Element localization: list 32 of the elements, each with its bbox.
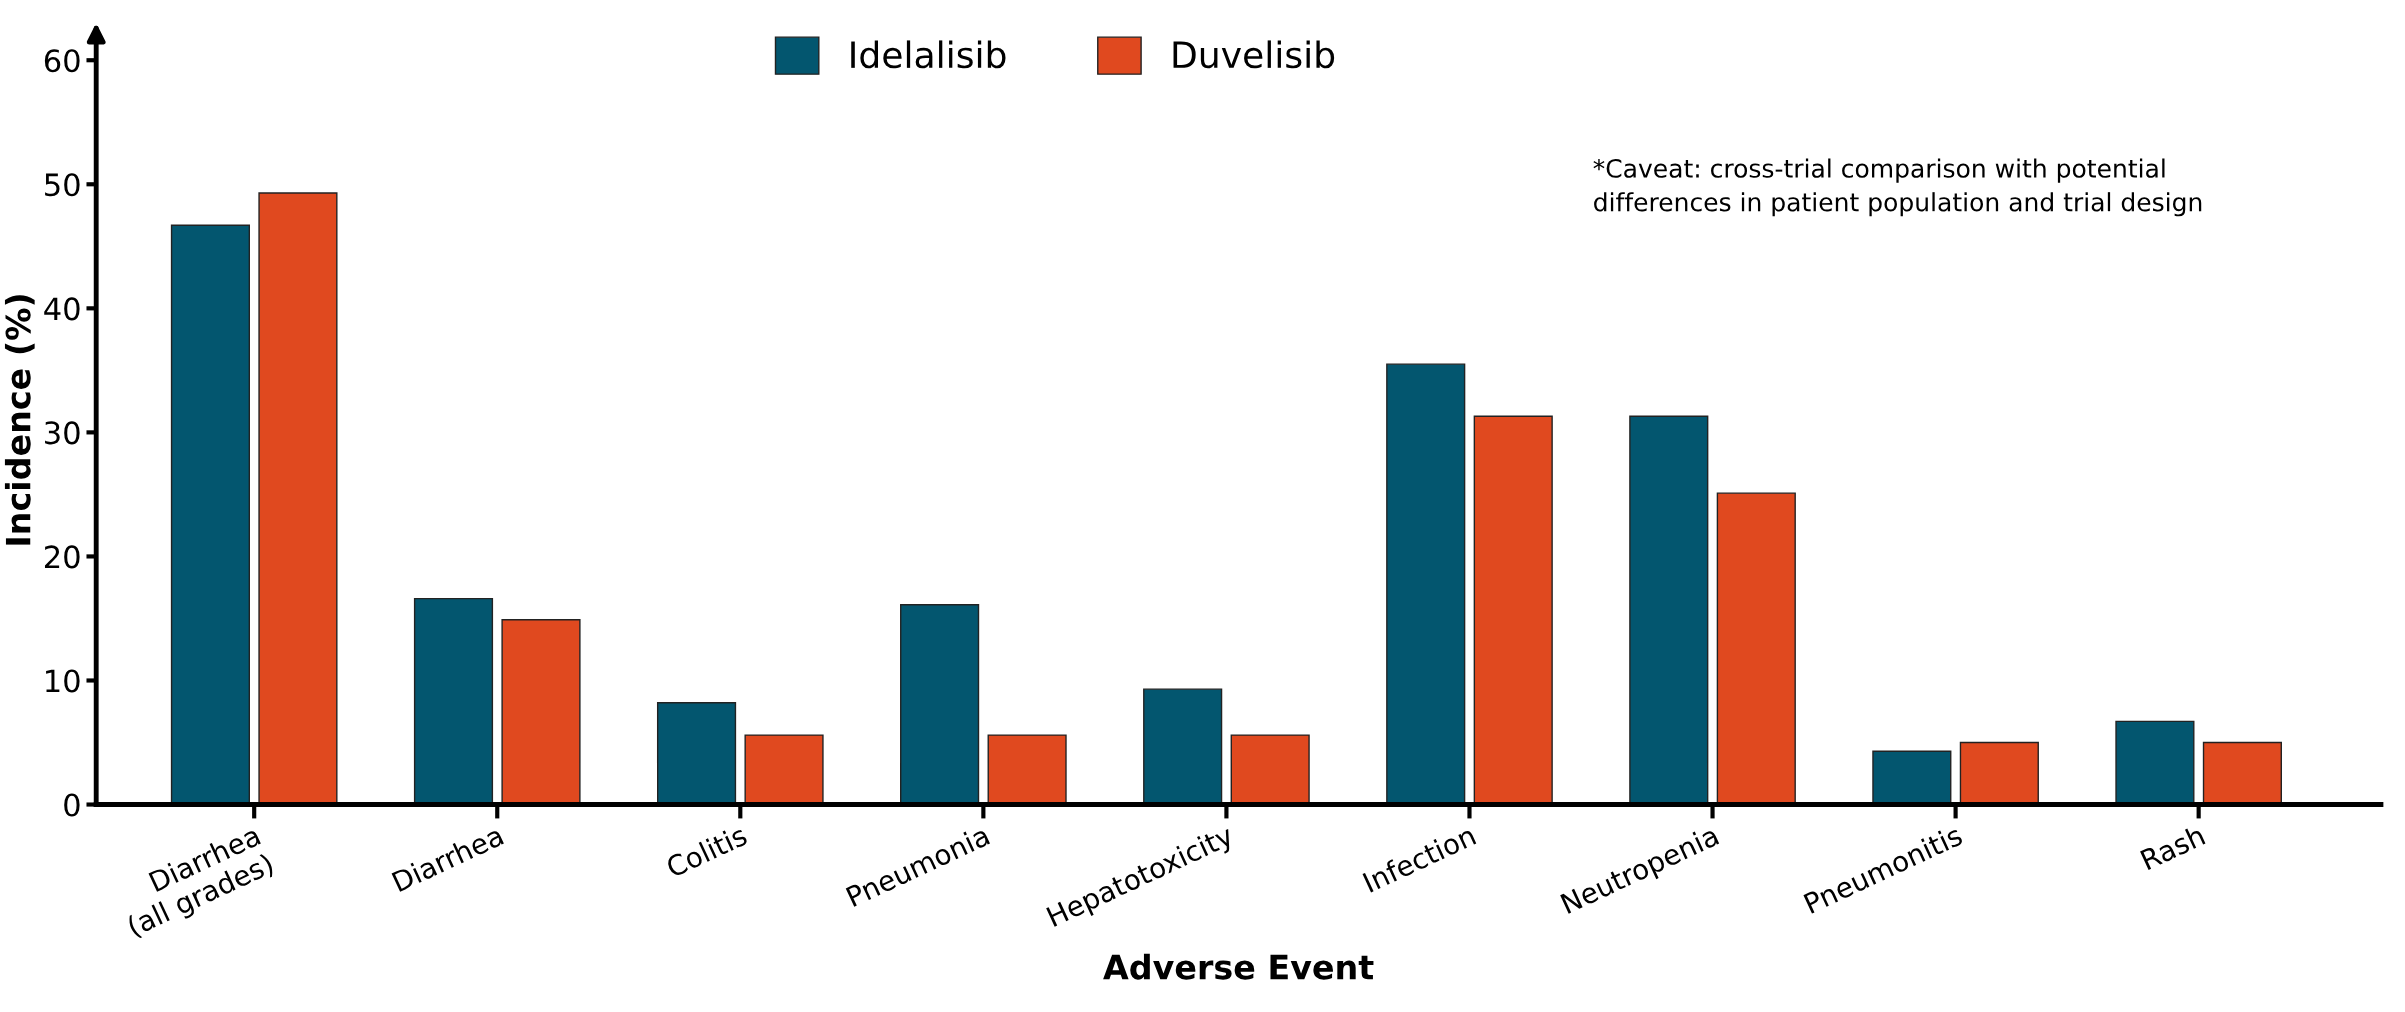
y-tick-label: 0 — [64, 793, 80, 817]
bar — [170, 224, 251, 805]
y-axis-title: Incidence (%) — [4, 295, 35, 545]
bar — [900, 604, 980, 805]
legend-label: Idelalisib — [851, 40, 1006, 69]
bar — [1386, 363, 1466, 805]
x-tick-label: Rash — [2139, 824, 2206, 871]
bar — [258, 192, 338, 805]
bar — [1629, 415, 1709, 805]
bar — [1959, 741, 2039, 805]
y-tick-label: 20 — [44, 545, 80, 569]
bar — [987, 734, 1067, 805]
bar — [2202, 741, 2282, 805]
x-axis-title: Adverse Event — [1103, 953, 1374, 980]
bar — [656, 702, 737, 805]
bar — [1716, 492, 1796, 805]
bar — [744, 734, 824, 805]
bar — [1473, 415, 1553, 805]
bar — [501, 619, 581, 805]
y-tick-label: 60 — [44, 49, 80, 73]
bar — [413, 597, 494, 805]
y-tick-label: 10 — [46, 669, 80, 693]
bar — [1143, 688, 1223, 805]
y-tick-label: 30 — [45, 421, 80, 445]
legend-label: Duvelisib — [1173, 40, 1335, 69]
bar — [1230, 734, 1310, 805]
x-tick-label: Colitis — [664, 823, 749, 878]
y-tick-label: 50 — [45, 173, 80, 197]
bar — [2115, 720, 2195, 805]
annotation: *Caveat: cross-trial comparison with potential differences in patient population and trial design — [1593, 158, 2202, 217]
bar — [1872, 750, 1952, 805]
y-tick-label: 40 — [44, 297, 80, 321]
